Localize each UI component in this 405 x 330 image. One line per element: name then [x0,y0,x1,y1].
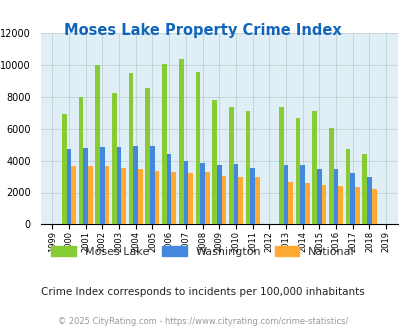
Legend: Moses Lake, Washington, National: Moses Lake, Washington, National [48,243,357,261]
Bar [183,161,188,224]
Bar [195,72,200,224]
Bar [338,186,342,224]
Bar [178,59,183,224]
Bar [366,177,371,224]
Bar [128,73,133,224]
Bar [138,169,143,224]
Bar [328,128,333,224]
Bar [321,185,326,224]
Bar [288,182,292,224]
Bar [216,165,221,224]
Bar [162,64,166,224]
Bar [121,168,126,224]
Bar [238,177,242,224]
Bar [205,172,209,224]
Bar [71,166,76,224]
Bar [254,177,259,224]
Bar [200,163,205,224]
Bar [278,107,283,224]
Text: Moses Lake Property Crime Index: Moses Lake Property Crime Index [64,23,341,38]
Bar [100,147,104,224]
Bar [245,111,249,224]
Bar [354,187,359,224]
Bar [171,172,176,224]
Bar [150,146,154,224]
Bar [117,147,121,224]
Bar [233,164,238,224]
Bar [311,111,316,224]
Bar [154,171,159,224]
Bar [371,189,375,224]
Bar [83,148,88,224]
Bar [88,166,92,224]
Bar [221,176,226,224]
Bar [345,149,350,224]
Bar [228,107,233,224]
Bar [188,173,192,224]
Bar [333,169,338,224]
Text: Crime Index corresponds to incidents per 100,000 inhabitants: Crime Index corresponds to incidents per… [41,287,364,297]
Bar [145,88,150,224]
Bar [350,173,354,224]
Text: © 2025 CityRating.com - https://www.cityrating.com/crime-statistics/: © 2025 CityRating.com - https://www.city… [58,317,347,326]
Bar [79,97,83,224]
Bar [249,168,254,224]
Bar [316,169,321,224]
Bar [212,100,216,224]
Bar [95,65,100,224]
Bar [362,154,366,224]
Bar [304,183,309,224]
Bar [283,165,288,224]
Bar [300,165,304,224]
Bar [104,166,109,224]
Bar [66,148,71,224]
Bar [166,154,171,224]
Bar [62,115,66,224]
Bar [133,146,138,224]
Bar [112,93,117,224]
Bar [295,118,300,224]
